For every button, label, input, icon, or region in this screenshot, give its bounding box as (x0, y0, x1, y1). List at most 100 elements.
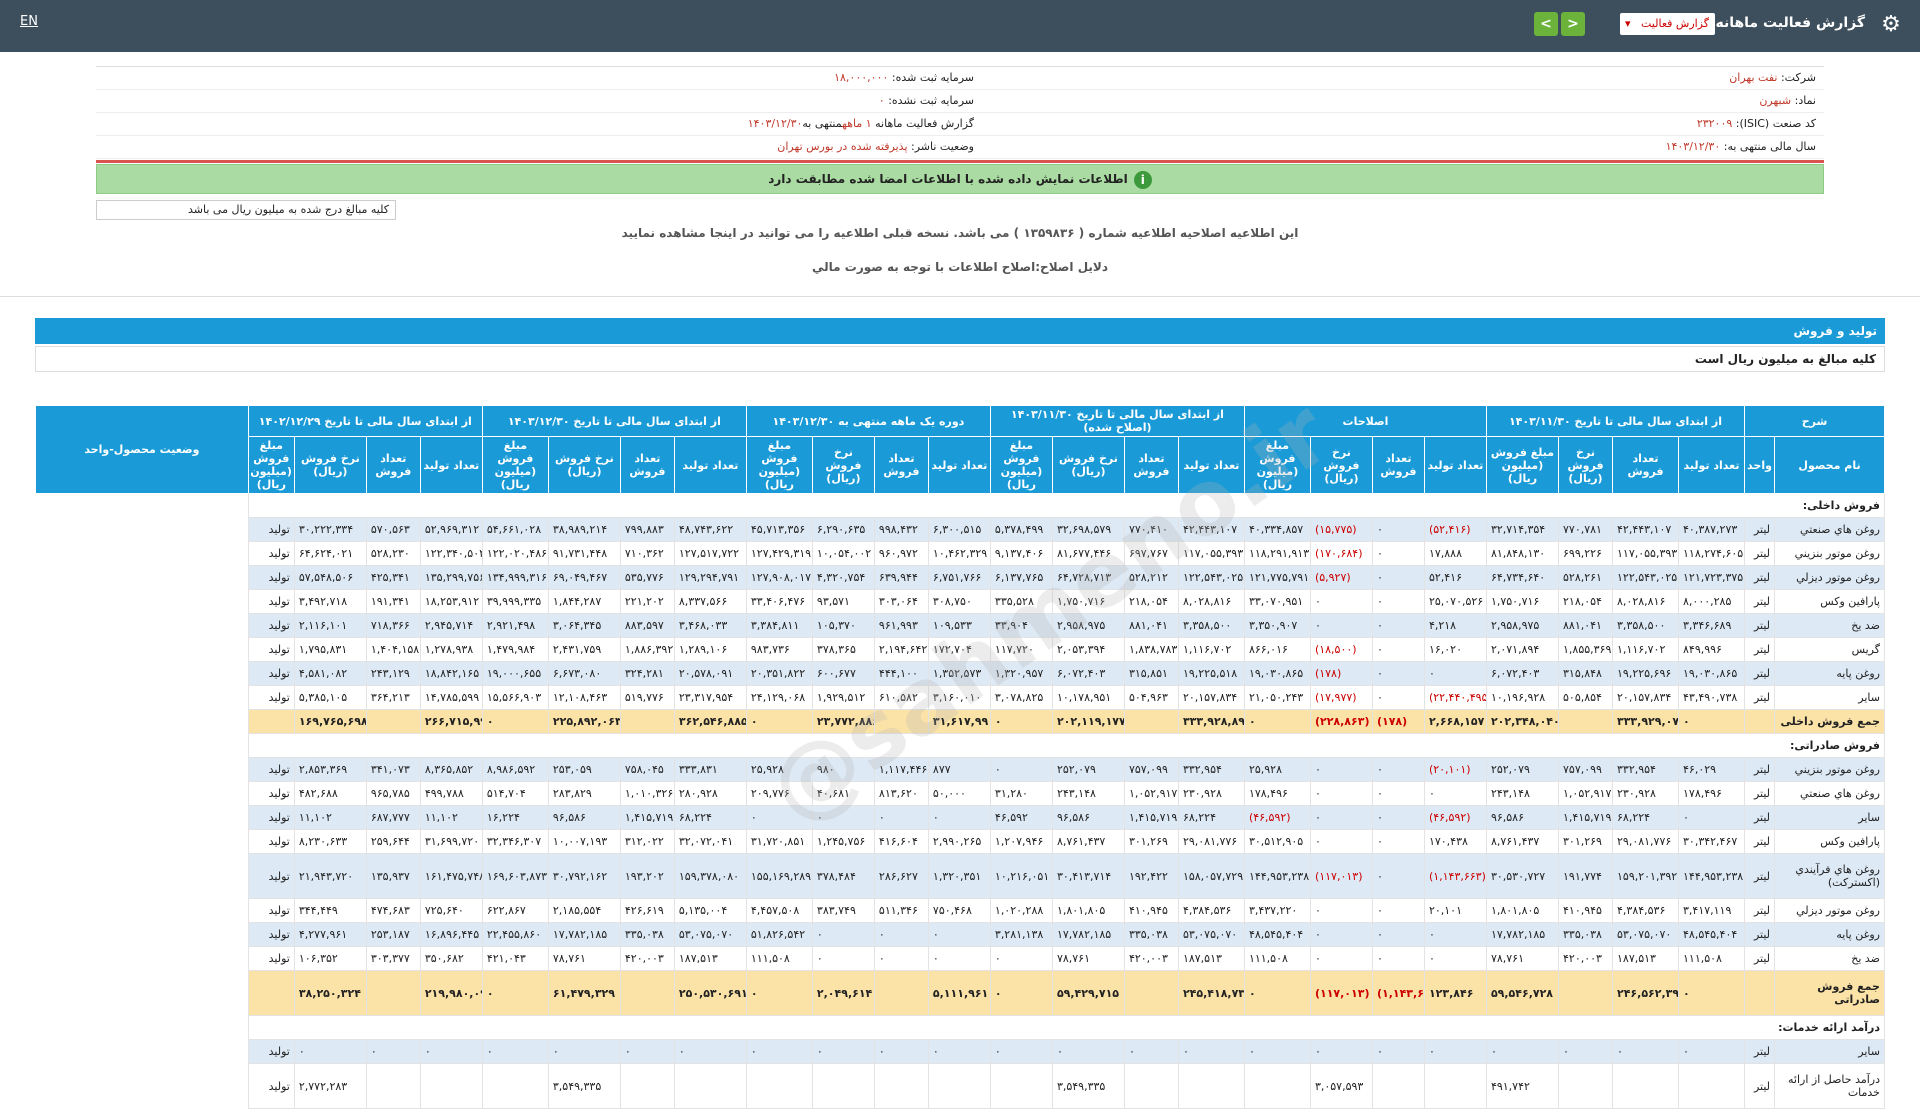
table-cell: (۱۵,۷۷۵) (1309, 517, 1373, 542)
header-prod: تعداد تولید (1177, 436, 1245, 494)
table-cell: ۱۸۷,۵۱۳ (1612, 946, 1679, 971)
table-cell: ۱,۸۸۶,۳۹۲ (619, 637, 675, 662)
table-cell: ۸۱,۶۷۷,۴۴۶ (1051, 541, 1125, 566)
header-sales: تعداد فروش (365, 436, 421, 494)
product-name: گريس (1774, 637, 1885, 662)
table-cell: ۱۹,۲۲۵,۵۱۸ (1177, 661, 1245, 686)
table-cell: ۰ (1371, 805, 1425, 830)
table-cell: ۷۸,۷۶۱ (547, 946, 621, 971)
table-cell: ۰ (547, 1039, 621, 1064)
table-cell: ۱,۹۲۹,۵۱۲ (811, 685, 875, 710)
table-cell: ۴۷۴,۶۸۳ (365, 898, 421, 923)
table-cell: ۱۵۹,۲۰۱,۳۹۲ (1612, 853, 1679, 899)
header-prod: تعداد تولید (1678, 436, 1745, 494)
correction-notice-link[interactable]: این اطلاعیه اصلاحیه اطلاعیه شماره ( ۱۳۵۹… (621, 226, 1299, 240)
header-period-group: اصلاحات (1243, 405, 1487, 437)
table-cell: ۲۱,۰۵۰,۲۴۳ (1243, 685, 1311, 710)
table-row: درآمد حاصل از ارائه خدمات ليتر ۴۹۱,۷۴۲ ۳,۰۵… (36, 1063, 1885, 1109)
table-cell: ۱,۴۷۹,۹۸۴ (481, 637, 549, 662)
table-cell: ۱۵,۵۶۶,۹۰۳ (481, 685, 549, 710)
table-cell: ۲۹,۰۸۱,۷۷۶ (1612, 829, 1679, 854)
table-cell: ۲,۷۷۲,۲۸۳ (293, 1063, 367, 1109)
table-cell: ليتر (1744, 517, 1775, 542)
table-cell (1558, 709, 1613, 734)
language-link[interactable]: EN (20, 14, 38, 29)
table-cell: ۰ (989, 946, 1053, 971)
table-cell: (۱۷۸) (1371, 709, 1425, 734)
table-cell: ۲۳۰,۹۲۸ (1612, 781, 1679, 806)
table-cell: ۸۸۳,۵۹۷ (619, 613, 675, 638)
table-cell: ۰ (989, 1039, 1053, 1064)
table-cell: ۱۲۳,۸۴۶ (1423, 970, 1487, 1016)
table-cell: ۱۲۲,۰۲۰,۴۸۶ (481, 541, 549, 566)
table-cell: (۱۷,۹۷۷) (1309, 685, 1373, 710)
table-cell: ۴۰,۳۳۴,۸۵۷ (1243, 517, 1311, 542)
table-cell: ۹۶۱,۹۹۳ (873, 613, 929, 638)
table-cell: ۱۱۱,۵۰۸ (1243, 946, 1311, 971)
product-status: تولید (247, 922, 295, 947)
table-cell: ۲,۱۱۶,۱۰۱ (293, 613, 367, 638)
table-cell: ۴۲۵,۳۴۱ (365, 565, 421, 590)
table-cell: ۱۹۱,۷۷۴ (1558, 853, 1613, 899)
table-cell: ۵۹,۵۴۶,۷۲۸ (1485, 970, 1560, 1016)
product-status (247, 970, 295, 1016)
header-sales: تعداد فروش (873, 436, 929, 494)
prev-arrow-icon[interactable]: < (1534, 12, 1558, 36)
table-cell (619, 970, 675, 1016)
table-cell: ۳۰۳,۳۷۷ (365, 946, 421, 971)
header-period-group: دوره یک ماهه منتهی به ۱۴۰۳/۱۲/۳۰ (745, 405, 991, 437)
table-cell: ۱۰,۰۰۷,۱۹۳ (547, 829, 621, 854)
table-cell: ۴۲۱,۰۴۳ (481, 946, 549, 971)
table-cell (873, 970, 929, 1016)
table-cell: ۶۸۷,۷۷۷ (365, 805, 421, 830)
table-cell: ۰ (1243, 1039, 1311, 1064)
settings-gear-icon[interactable]: ⚙ (1881, 12, 1901, 37)
table-cell: ۱۱۱,۵۰۸ (1678, 946, 1745, 971)
table-cell: ۲۴۳,۱۲۹ (365, 661, 421, 686)
table-cell: ۱۰۵,۳۷۰ (811, 613, 875, 638)
table-cell: ۶۹۹,۲۲۶ (1558, 541, 1613, 566)
table-cell: ۰ (619, 1039, 675, 1064)
table-cell: ۲۰,۱۵۷,۸۳۴ (1612, 685, 1679, 710)
table-cell: ۹۹۸,۴۳۲ (873, 517, 929, 542)
product-name: ساير (1774, 805, 1885, 830)
table-cell: ۶۲۲,۸۶۷ (481, 898, 549, 923)
table-cell (673, 1063, 747, 1109)
table-cell: ۱,۳۲۰,۳۵۱ (927, 853, 991, 899)
report-type-select[interactable]: گزارش فعالیت ▾ (1620, 13, 1715, 35)
table-cell: ۲۵۹,۶۴۴ (365, 829, 421, 854)
product-name: پارافين وكس (1774, 829, 1885, 854)
table-cell: ۶۴,۷۲۸,۷۱۳ (1051, 565, 1125, 590)
product-name: روغن موتور بنزيني (1774, 757, 1885, 782)
table-cell: ۱۵۹,۳۷۸,۰۸۰ (673, 853, 747, 899)
table-cell: ۲,۹۹۰,۲۶۵ (927, 829, 991, 854)
table-cell: ۸,۰۰۰,۲۸۵ (1678, 589, 1745, 614)
product-status: تولید (247, 685, 295, 710)
table-cell: ۸,۰۲۸,۸۱۶ (1177, 589, 1245, 614)
table-row: روغن پايه ليتر ۴۸,۵۴۵,۴۰۴ ۵۳,۰۷۵,۰۷۰ ۳۳۵,۰۳۸… (36, 922, 1885, 947)
table-cell: ۶۹۷,۷۶۷ (1123, 541, 1179, 566)
table-cell: ۰ (989, 757, 1053, 782)
company-value: نفت بهران (1729, 71, 1778, 84)
header-amount: مبلغ فروش (میلیون ریال) (745, 436, 813, 494)
table-cell: ۵۴,۶۶۱,۰۲۸ (481, 517, 549, 542)
table-cell (419, 1063, 483, 1109)
company-label: شرکت: (1780, 71, 1816, 84)
table-cell: ۱۹,۲۲۵,۶۹۶ (1612, 661, 1679, 686)
table-cell: ۰ (1309, 781, 1373, 806)
next-arrow-icon[interactable]: > (1561, 12, 1585, 36)
table-cell: ۵۰۵,۸۵۴ (1558, 685, 1613, 710)
table-cell (811, 1063, 875, 1109)
table-cell: ۲,۹۲۱,۴۹۸ (481, 613, 549, 638)
table-cell: ۳۱۲,۰۲۲ (619, 829, 675, 854)
table-cell: ليتر (1744, 637, 1775, 662)
header-prod: تعداد تولید (927, 436, 991, 494)
table-cell: ۱۰۶,۳۵۲ (293, 946, 367, 971)
table-group-row: درآمد ارائه خدمات: (36, 1015, 1886, 1040)
table-cell: ۱۱۱,۵۰۸ (745, 946, 813, 971)
table-cell: ۶,۰۷۲,۴۰۳ (1485, 661, 1560, 686)
table-cell: ۲۴۳,۱۴۸ (1051, 781, 1125, 806)
table-cell: ۱,۸۰۱,۸۰۵ (1485, 898, 1560, 923)
table-cell: ۸۱۳,۶۲۰ (873, 781, 929, 806)
table-cell: (۱۱۷,۰۱۳) (1309, 853, 1373, 899)
